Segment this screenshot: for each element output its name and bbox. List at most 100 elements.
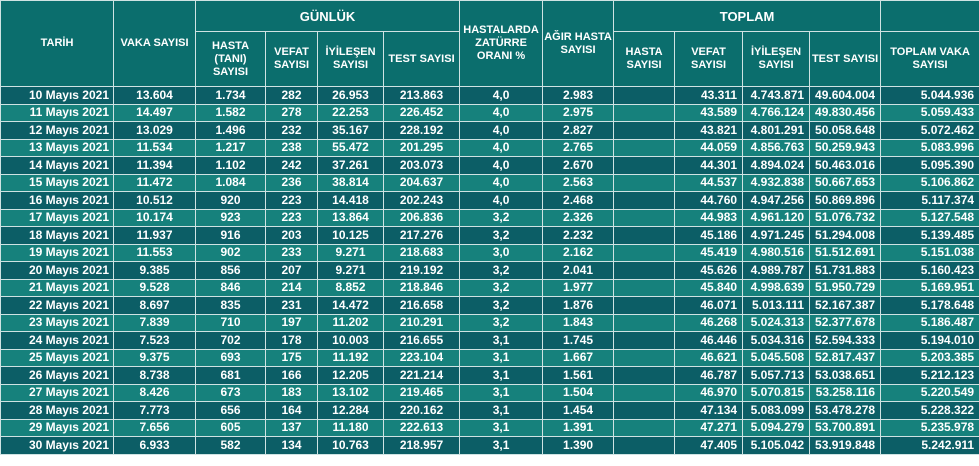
table-row: 18 Mayıs 2021 11.937 916 203 10.125 217.276 3,… bbox=[0, 226, 979, 245]
cell-agir: 2.468 bbox=[542, 191, 615, 210]
cell-iyilesen: 8.852 bbox=[317, 278, 384, 297]
cell-agir: 2.975 bbox=[542, 103, 615, 122]
cell-vefat: 197 bbox=[265, 313, 318, 332]
cell-agir: 2.765 bbox=[542, 138, 615, 157]
cell-agir: 1.504 bbox=[542, 383, 615, 402]
cell-hasta: 673 bbox=[195, 383, 266, 402]
cell-vefat: 214 bbox=[265, 278, 318, 297]
cell-date: 25 Mayıs 2021 bbox=[0, 348, 114, 367]
cell-t_hasta bbox=[613, 331, 676, 350]
table-row: 29 Mayıs 2021 7.656 605 137 11.180 222.613 3,1… bbox=[0, 418, 979, 437]
cell-t_vefat: 47.134 bbox=[674, 401, 744, 420]
cell-t_vaka: 5.242.911 bbox=[880, 436, 979, 455]
cell-iyilesen: 38.814 bbox=[317, 173, 384, 192]
cell-t_vefat: 46.787 bbox=[674, 366, 744, 385]
cell-vaka: 14.497 bbox=[113, 103, 196, 122]
cell-test: 221.214 bbox=[382, 366, 461, 385]
table-row: 10 Mayıs 2021 13.604 1.734 282 26.953 213.863… bbox=[0, 86, 979, 105]
cell-t_iyilesen: 5.013.111 bbox=[742, 296, 811, 315]
table-body: 10 Mayıs 2021 13.604 1.734 282 26.953 213.863… bbox=[0, 86, 979, 455]
cell-agir: 1.391 bbox=[542, 418, 615, 437]
cell-test: 210.291 bbox=[382, 313, 461, 332]
cell-t_test: 50.667.653 bbox=[809, 173, 882, 192]
cell-iyilesen: 11.180 bbox=[317, 418, 384, 437]
cell-t_vefat: 45.840 bbox=[674, 278, 744, 297]
cell-t_test: 52.594.333 bbox=[809, 331, 882, 350]
cell-hasta: 681 bbox=[195, 366, 266, 385]
cell-date: 10 Mayıs 2021 bbox=[0, 86, 114, 105]
cell-t_hasta bbox=[613, 103, 676, 122]
cell-t_vefat: 43.589 bbox=[674, 103, 744, 122]
cell-vaka: 9.385 bbox=[113, 261, 196, 280]
cell-t_vaka: 5.127.548 bbox=[880, 208, 979, 227]
cell-test: 216.658 bbox=[382, 296, 461, 315]
cell-t_vefat: 44.059 bbox=[674, 138, 744, 157]
cell-test: 219.465 bbox=[382, 383, 461, 402]
cell-t_vaka: 5.228.322 bbox=[880, 401, 979, 420]
cell-vefat: 231 bbox=[265, 296, 318, 315]
cell-date: 18 Mayıs 2021 bbox=[0, 226, 114, 245]
cell-t_vaka: 5.220.549 bbox=[880, 383, 979, 402]
cell-vaka: 13.604 bbox=[113, 86, 196, 105]
cell-date: 17 Mayıs 2021 bbox=[0, 208, 114, 227]
cell-vaka: 10.512 bbox=[113, 191, 196, 210]
cell-t_hasta bbox=[613, 138, 676, 157]
table-row: 19 Mayıs 2021 11.553 902 233 9.271 218.683 3,0… bbox=[0, 243, 979, 262]
cell-t_iyilesen: 4.947.256 bbox=[742, 191, 811, 210]
cell-zaturre: 3,2 bbox=[459, 261, 544, 280]
cell-iyilesen: 12.284 bbox=[317, 401, 384, 420]
cell-t_test: 50.463.016 bbox=[809, 156, 882, 175]
cell-t_vefat: 47.405 bbox=[674, 436, 744, 455]
cell-t_vefat: 46.071 bbox=[674, 296, 744, 315]
cell-date: 13 Mayıs 2021 bbox=[0, 138, 114, 157]
cell-t_vaka: 5.203.385 bbox=[880, 348, 979, 367]
cell-zaturre: 3,1 bbox=[459, 348, 544, 367]
cell-t_iyilesen: 5.070.815 bbox=[742, 383, 811, 402]
cell-zaturre: 3,1 bbox=[459, 331, 544, 350]
cell-iyilesen: 37.261 bbox=[317, 156, 384, 175]
cell-t_vaka: 5.178.648 bbox=[880, 296, 979, 315]
cell-t_vaka: 5.160.423 bbox=[880, 261, 979, 280]
cell-date: 28 Mayıs 2021 bbox=[0, 401, 114, 420]
cell-iyilesen: 9.271 bbox=[317, 261, 384, 280]
cell-agir: 2.041 bbox=[542, 261, 615, 280]
cell-vaka: 7.773 bbox=[113, 401, 196, 420]
cell-hasta: 656 bbox=[195, 401, 266, 420]
cell-hasta: 846 bbox=[195, 278, 266, 297]
cell-zaturre: 4,0 bbox=[459, 86, 544, 105]
cell-zaturre: 4,0 bbox=[459, 121, 544, 140]
cell-t_test: 51.294.008 bbox=[809, 226, 882, 245]
cell-hasta: 856 bbox=[195, 261, 266, 280]
cell-test: 222.613 bbox=[382, 418, 461, 437]
cell-t_vaka: 5.186.487 bbox=[880, 313, 979, 332]
cell-zaturre: 3,2 bbox=[459, 296, 544, 315]
cell-date: 16 Mayıs 2021 bbox=[0, 191, 114, 210]
cell-t_vaka: 5.212.123 bbox=[880, 366, 979, 385]
table-row: 24 Mayıs 2021 7.523 702 178 10.003 216.655 3,1… bbox=[0, 331, 979, 350]
header-vaka-sayisi: VAKA SAYISI bbox=[113, 0, 196, 87]
cell-t_vefat: 43.821 bbox=[674, 121, 744, 140]
cell-zaturre: 3,1 bbox=[459, 401, 544, 420]
cell-zaturre: 3,0 bbox=[459, 243, 544, 262]
cell-t_test: 50.058.648 bbox=[809, 121, 882, 140]
cell-t_hasta bbox=[613, 401, 676, 420]
header-toplam-vaka: TOPLAM VAKA SAYISI bbox=[880, 31, 979, 87]
cell-vefat: 183 bbox=[265, 383, 318, 402]
cell-agir: 1.876 bbox=[542, 296, 615, 315]
cell-t_hasta bbox=[613, 348, 676, 367]
cell-hasta: 1.084 bbox=[195, 173, 266, 192]
cell-iyilesen: 22.253 bbox=[317, 103, 384, 122]
cell-hasta: 902 bbox=[195, 243, 266, 262]
cell-hasta: 710 bbox=[195, 313, 266, 332]
cell-zaturre: 4,0 bbox=[459, 156, 544, 175]
cell-t_hasta bbox=[613, 191, 676, 210]
cell-t_test: 51.950.729 bbox=[809, 278, 882, 297]
cell-t_hasta bbox=[613, 243, 676, 262]
cell-iyilesen: 13.102 bbox=[317, 383, 384, 402]
cell-zaturre: 4,0 bbox=[459, 173, 544, 192]
cell-iyilesen: 26.953 bbox=[317, 86, 384, 105]
cell-test: 202.243 bbox=[382, 191, 461, 210]
table-row: 30 Mayıs 2021 6.933 582 134 10.763 218.957 3,1… bbox=[0, 436, 979, 455]
header-daily-hasta: HASTA (TANI) SAYISI bbox=[195, 31, 266, 87]
cell-t_hasta bbox=[613, 296, 676, 315]
